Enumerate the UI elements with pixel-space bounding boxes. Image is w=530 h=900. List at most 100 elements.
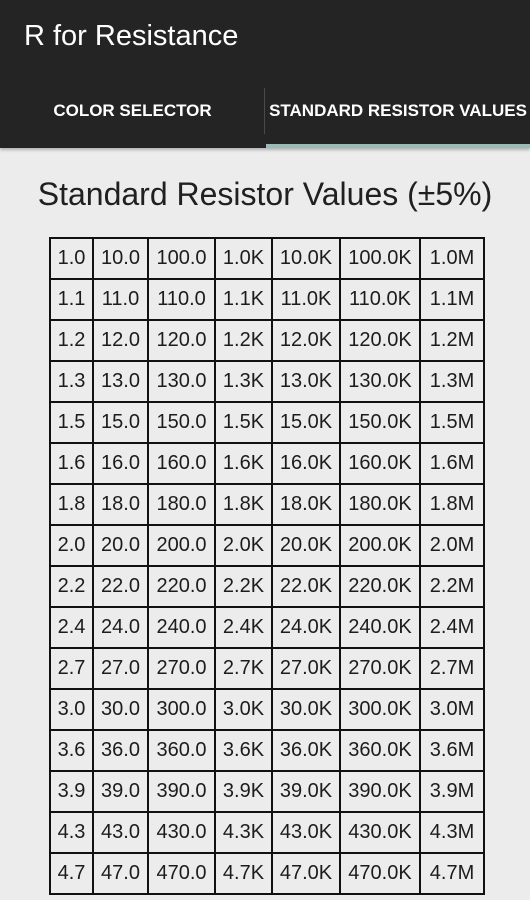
- table-cell: 270.0: [147, 647, 216, 690]
- table-cell: 47.0: [92, 852, 149, 895]
- table-cell: 200.0: [147, 524, 216, 567]
- tab-bar: COLOR SELECTOR STANDARD RESISTOR VALUES: [0, 74, 530, 148]
- table-row: 1.1 11.0 110.0 1.1K 11.0K 110.0K 1.1M: [49, 278, 485, 321]
- table-cell: 24.0: [92, 606, 149, 649]
- table-cell: 3.0: [49, 688, 94, 731]
- table-row: 1.5 15.0 150.0 1.5K 15.0K 150.0K 1.5M: [49, 401, 485, 444]
- table-cell: 12.0: [92, 319, 149, 362]
- table-cell: 4.7M: [419, 852, 485, 895]
- table-row: 2.0 20.0 200.0 2.0K 20.0K 200.0K 2.0M: [49, 524, 485, 567]
- table-cell: 43.0: [92, 811, 149, 854]
- table-row: 2.2 22.0 220.0 2.2K 22.0K 220.0K 2.2M: [49, 565, 485, 608]
- tab-standard-resistor-values[interactable]: STANDARD RESISTOR VALUES: [269, 101, 527, 120]
- table-cell: 180.0: [147, 483, 216, 526]
- table-cell: 24.0K: [271, 606, 341, 649]
- table-cell: 2.4: [49, 606, 94, 649]
- table-cell: 1.2M: [419, 319, 485, 362]
- table-row: 2.4 24.0 240.0 2.4K 24.0K 240.0K 2.4M: [49, 606, 485, 649]
- table-cell: 390.0: [147, 770, 216, 813]
- table-cell: 1.3K: [214, 360, 273, 403]
- table-cell: 27.0K: [271, 647, 341, 690]
- resistor-values-table: 1.0 10.0 100.0 1.0K 10.0K 100.0K 1.0M 1.1 11.0 11…: [49, 237, 485, 895]
- table-cell: 220.0K: [339, 565, 421, 608]
- table-cell: 1.0M: [419, 237, 485, 280]
- table-row: 1.0 10.0 100.0 1.0K 10.0K 100.0K 1.0M: [49, 237, 485, 280]
- table-cell: 150.0: [147, 401, 216, 444]
- tab-color-selector[interactable]: COLOR SELECTOR: [53, 101, 212, 120]
- table-cell: 1.8M: [419, 483, 485, 526]
- table-cell: 120.0K: [339, 319, 421, 362]
- table-cell: 2.7: [49, 647, 94, 690]
- table-cell: 3.6M: [419, 729, 485, 772]
- selected-tab-indicator: [266, 144, 530, 148]
- table-row: 1.2 12.0 120.0 1.2K 12.0K 120.0K 1.2M: [49, 319, 485, 362]
- table-cell: 1.0: [49, 237, 94, 280]
- table-cell: 360.0: [147, 729, 216, 772]
- table-cell: 18.0: [92, 483, 149, 526]
- resistor-values-table-container[interactable]: 1.0 10.0 100.0 1.0K 10.0K 100.0K 1.0M 1.1 11.0 11…: [49, 237, 485, 895]
- table-cell: 1.1: [49, 278, 94, 321]
- table-row: 3.6 36.0 360.0 3.6K 36.0K 360.0K 3.6M: [49, 729, 485, 772]
- table-cell: 3.0M: [419, 688, 485, 731]
- table-cell: 1.2K: [214, 319, 273, 362]
- table-cell: 4.7: [49, 852, 94, 895]
- table-cell: 2.7M: [419, 647, 485, 690]
- table-cell: 180.0K: [339, 483, 421, 526]
- table-cell: 4.3K: [214, 811, 273, 854]
- table-cell: 15.0: [92, 401, 149, 444]
- table-row: 4.3 43.0 430.0 4.3K 43.0K 430.0K 4.3M: [49, 811, 485, 854]
- table-cell: 2.0: [49, 524, 94, 567]
- table-cell: 1.1K: [214, 278, 273, 321]
- table-cell: 220.0: [147, 565, 216, 608]
- table-cell: 39.0: [92, 770, 149, 813]
- table-cell: 240.0: [147, 606, 216, 649]
- table-cell: 39.0K: [271, 770, 341, 813]
- table-cell: 360.0K: [339, 729, 421, 772]
- page-heading: Standard Resistor Values (±5%): [37, 176, 493, 212]
- table-cell: 36.0K: [271, 729, 341, 772]
- tab-divider: [264, 88, 265, 134]
- table-cell: 240.0K: [339, 606, 421, 649]
- table-cell: 1.5M: [419, 401, 485, 444]
- table-cell: 1.5K: [214, 401, 273, 444]
- table-cell: 22.0K: [271, 565, 341, 608]
- table-cell: 43.0K: [271, 811, 341, 854]
- table-cell: 100.0K: [339, 237, 421, 280]
- table-cell: 130.0K: [339, 360, 421, 403]
- table-cell: 30.0K: [271, 688, 341, 731]
- table-cell: 27.0: [92, 647, 149, 690]
- table-cell: 160.0: [147, 442, 216, 485]
- table-cell: 2.4K: [214, 606, 273, 649]
- table-cell: 36.0: [92, 729, 149, 772]
- table-cell: 1.3: [49, 360, 94, 403]
- table-cell: 1.8K: [214, 483, 273, 526]
- table-row: 3.0 30.0 300.0 3.0K 30.0K 300.0K 3.0M: [49, 688, 485, 731]
- table-cell: 4.7K: [214, 852, 273, 895]
- table-cell: 160.0K: [339, 442, 421, 485]
- table-body: 1.0 10.0 100.0 1.0K 10.0K 100.0K 1.0M 1.1 11.0 11…: [49, 237, 485, 895]
- table-cell: 1.2: [49, 319, 94, 362]
- table-cell: 300.0K: [339, 688, 421, 731]
- table-cell: 13.0: [92, 360, 149, 403]
- action-bar: R for Resistance: [0, 0, 530, 74]
- table-cell: 2.2K: [214, 565, 273, 608]
- table-cell: 430.0K: [339, 811, 421, 854]
- table-cell: 130.0: [147, 360, 216, 403]
- table-cell: 4.3: [49, 811, 94, 854]
- table-cell: 22.0: [92, 565, 149, 608]
- table-cell: 3.9K: [214, 770, 273, 813]
- table-cell: 2.0M: [419, 524, 485, 567]
- table-row: 1.3 13.0 130.0 1.3K 13.0K 130.0K 1.3M: [49, 360, 485, 403]
- table-cell: 300.0: [147, 688, 216, 731]
- table-cell: 100.0: [147, 237, 216, 280]
- table-cell: 1.5: [49, 401, 94, 444]
- table-cell: 10.0K: [271, 237, 341, 280]
- table-cell: 120.0: [147, 319, 216, 362]
- table-cell: 110.0: [147, 278, 216, 321]
- table-cell: 20.0: [92, 524, 149, 567]
- table-cell: 3.9M: [419, 770, 485, 813]
- table-cell: 30.0: [92, 688, 149, 731]
- table-cell: 150.0K: [339, 401, 421, 444]
- table-cell: 1.0K: [214, 237, 273, 280]
